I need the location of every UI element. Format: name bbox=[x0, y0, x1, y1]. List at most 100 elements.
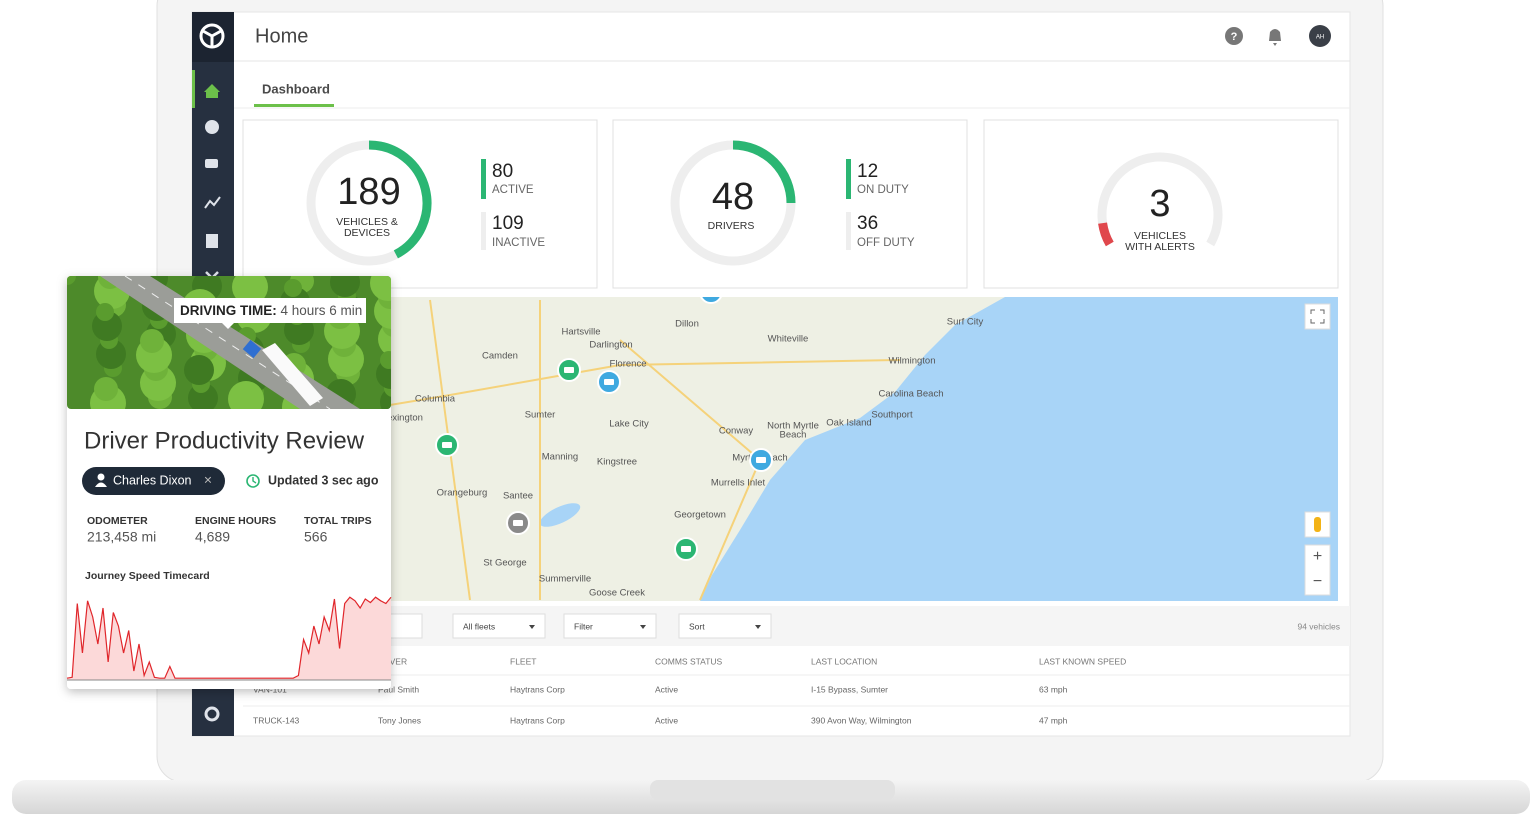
table-cell: Haytrans Corp bbox=[510, 684, 565, 694]
map-label: North Myrtle bbox=[767, 421, 819, 432]
map-roads bbox=[299, 299, 901, 601]
nav-messages[interactable] bbox=[205, 159, 218, 168]
truck-cab bbox=[242, 339, 262, 359]
logo-mark bbox=[202, 29, 222, 46]
fullscreen-icon bbox=[1310, 309, 1325, 324]
vehicle-icon bbox=[756, 457, 766, 463]
notifications[interactable] bbox=[1269, 29, 1281, 46]
dropdown-caret bbox=[529, 625, 535, 629]
driver-name: Charles Dixon bbox=[113, 473, 192, 487]
stat-value: 213,458 mi bbox=[87, 529, 156, 545]
tree bbox=[284, 279, 302, 297]
tree bbox=[94, 377, 118, 401]
map-label: Camden bbox=[482, 351, 518, 362]
table-toolbar bbox=[243, 606, 1350, 646]
map-label: Lake City bbox=[609, 419, 649, 430]
nav-analytics[interactable] bbox=[204, 196, 221, 209]
tab[interactable]: Dashboard bbox=[262, 81, 330, 96]
map-label: Murrells Inlet bbox=[711, 478, 766, 489]
help-button[interactable] bbox=[1225, 27, 1243, 45]
tab-underline bbox=[254, 104, 334, 107]
map-label: Georgetown bbox=[674, 510, 726, 521]
chip-close[interactable]: × bbox=[204, 472, 212, 488]
map-label: Florence bbox=[610, 359, 647, 370]
kpi-sub-value: 12 bbox=[857, 161, 878, 182]
updated-status: Updated 3 sec ago bbox=[268, 473, 379, 487]
kpi-sub-label: ACTIVE bbox=[492, 184, 534, 196]
dropdown-label: Filter bbox=[574, 621, 593, 631]
map-label: Manning bbox=[542, 452, 578, 463]
dropdown-caret bbox=[755, 625, 761, 629]
map-label: Oak Island bbox=[826, 418, 871, 429]
dropdown-caret bbox=[640, 625, 646, 629]
table-cell: 47 mph bbox=[1039, 715, 1068, 725]
map-label: Kingstree bbox=[597, 457, 637, 468]
stat-label: ENGINE HOURS bbox=[195, 515, 276, 527]
table-cell: Tony Jones bbox=[378, 715, 421, 725]
legend-bar bbox=[481, 159, 486, 199]
zoom-out[interactable]: − bbox=[1313, 573, 1322, 590]
laptop-notch bbox=[650, 780, 895, 800]
table-cell: Haytrans Corp bbox=[510, 715, 565, 725]
speed-area bbox=[67, 597, 391, 680]
avatar[interactable] bbox=[1309, 25, 1331, 47]
table-cell: Paul Smith bbox=[378, 684, 419, 694]
kpi-sub-value: 109 bbox=[492, 213, 524, 234]
tree bbox=[228, 381, 264, 409]
badge-pointer bbox=[222, 323, 234, 329]
vehicle-icon bbox=[442, 442, 452, 448]
map-label: St George bbox=[483, 558, 526, 569]
fullscreen-button[interactable] bbox=[1304, 303, 1331, 330]
gauge-track bbox=[1097, 152, 1223, 247]
nav-home[interactable] bbox=[204, 84, 220, 98]
driver-chip[interactable] bbox=[82, 467, 225, 495]
page-title: Home bbox=[255, 25, 308, 47]
vehicle-marker[interactable] bbox=[700, 281, 722, 304]
nav-map[interactable] bbox=[205, 120, 219, 134]
tree bbox=[140, 329, 164, 353]
gauge-alert bbox=[1098, 222, 1114, 247]
map-label: Wilmington bbox=[889, 356, 936, 367]
kpi-value: 189 bbox=[337, 171, 400, 213]
table-cell: 63 mph bbox=[1039, 684, 1068, 694]
map-ocean bbox=[700, 297, 1338, 601]
active-indicator bbox=[192, 70, 195, 108]
tree bbox=[370, 276, 391, 301]
column-header: LAST KNOWN SPEED bbox=[1039, 656, 1126, 666]
vehicle-icon bbox=[513, 520, 523, 526]
avatar-initials[interactable]: AH bbox=[1316, 35, 1324, 41]
map-label: Orangeburg bbox=[437, 488, 488, 499]
legend-bar bbox=[846, 159, 851, 199]
kpi-label: DRIVERS bbox=[708, 220, 755, 232]
vehicle-icon bbox=[604, 379, 614, 385]
dropdown-label: All fleets bbox=[463, 621, 495, 631]
card bbox=[242, 119, 598, 289]
dropdown[interactable] bbox=[678, 613, 772, 639]
nav-reports[interactable] bbox=[206, 234, 218, 248]
donut-arc bbox=[368, 140, 432, 259]
kpi-label: DEVICES bbox=[344, 227, 390, 239]
kpi-label: VEHICLES & bbox=[336, 216, 398, 228]
help-icon[interactable]: ? bbox=[1231, 31, 1238, 43]
zoom-in[interactable]: + bbox=[1313, 548, 1322, 565]
dropdown[interactable] bbox=[452, 613, 546, 639]
dropdown[interactable] bbox=[563, 613, 657, 639]
vehicle-count: 94 vehicles bbox=[1297, 621, 1340, 631]
nav-settings[interactable] bbox=[204, 706, 220, 722]
column-header: LAST LOCATION bbox=[811, 656, 877, 666]
logo[interactable] bbox=[199, 23, 225, 49]
table-cell: 390 Avon Way, Wilmington bbox=[811, 715, 912, 725]
map-label: Whiteville bbox=[768, 334, 809, 345]
map-lake bbox=[539, 503, 581, 527]
map-label: Santee bbox=[503, 491, 533, 502]
kpi-label: VEHICLES bbox=[1134, 230, 1186, 242]
column-header: DRIVER bbox=[375, 656, 407, 666]
tree bbox=[232, 276, 268, 305]
map[interactable]: Columbia Florence Sumter Manning Kingstree La… bbox=[243, 281, 1338, 601]
map-label: Sumter bbox=[525, 410, 556, 421]
popup-photo bbox=[67, 276, 391, 409]
kpi-sub-label: INACTIVE bbox=[492, 237, 545, 249]
map-label: Columbia bbox=[415, 394, 456, 405]
tree bbox=[184, 355, 214, 385]
table-cell: TRUCK-143 bbox=[253, 715, 300, 725]
